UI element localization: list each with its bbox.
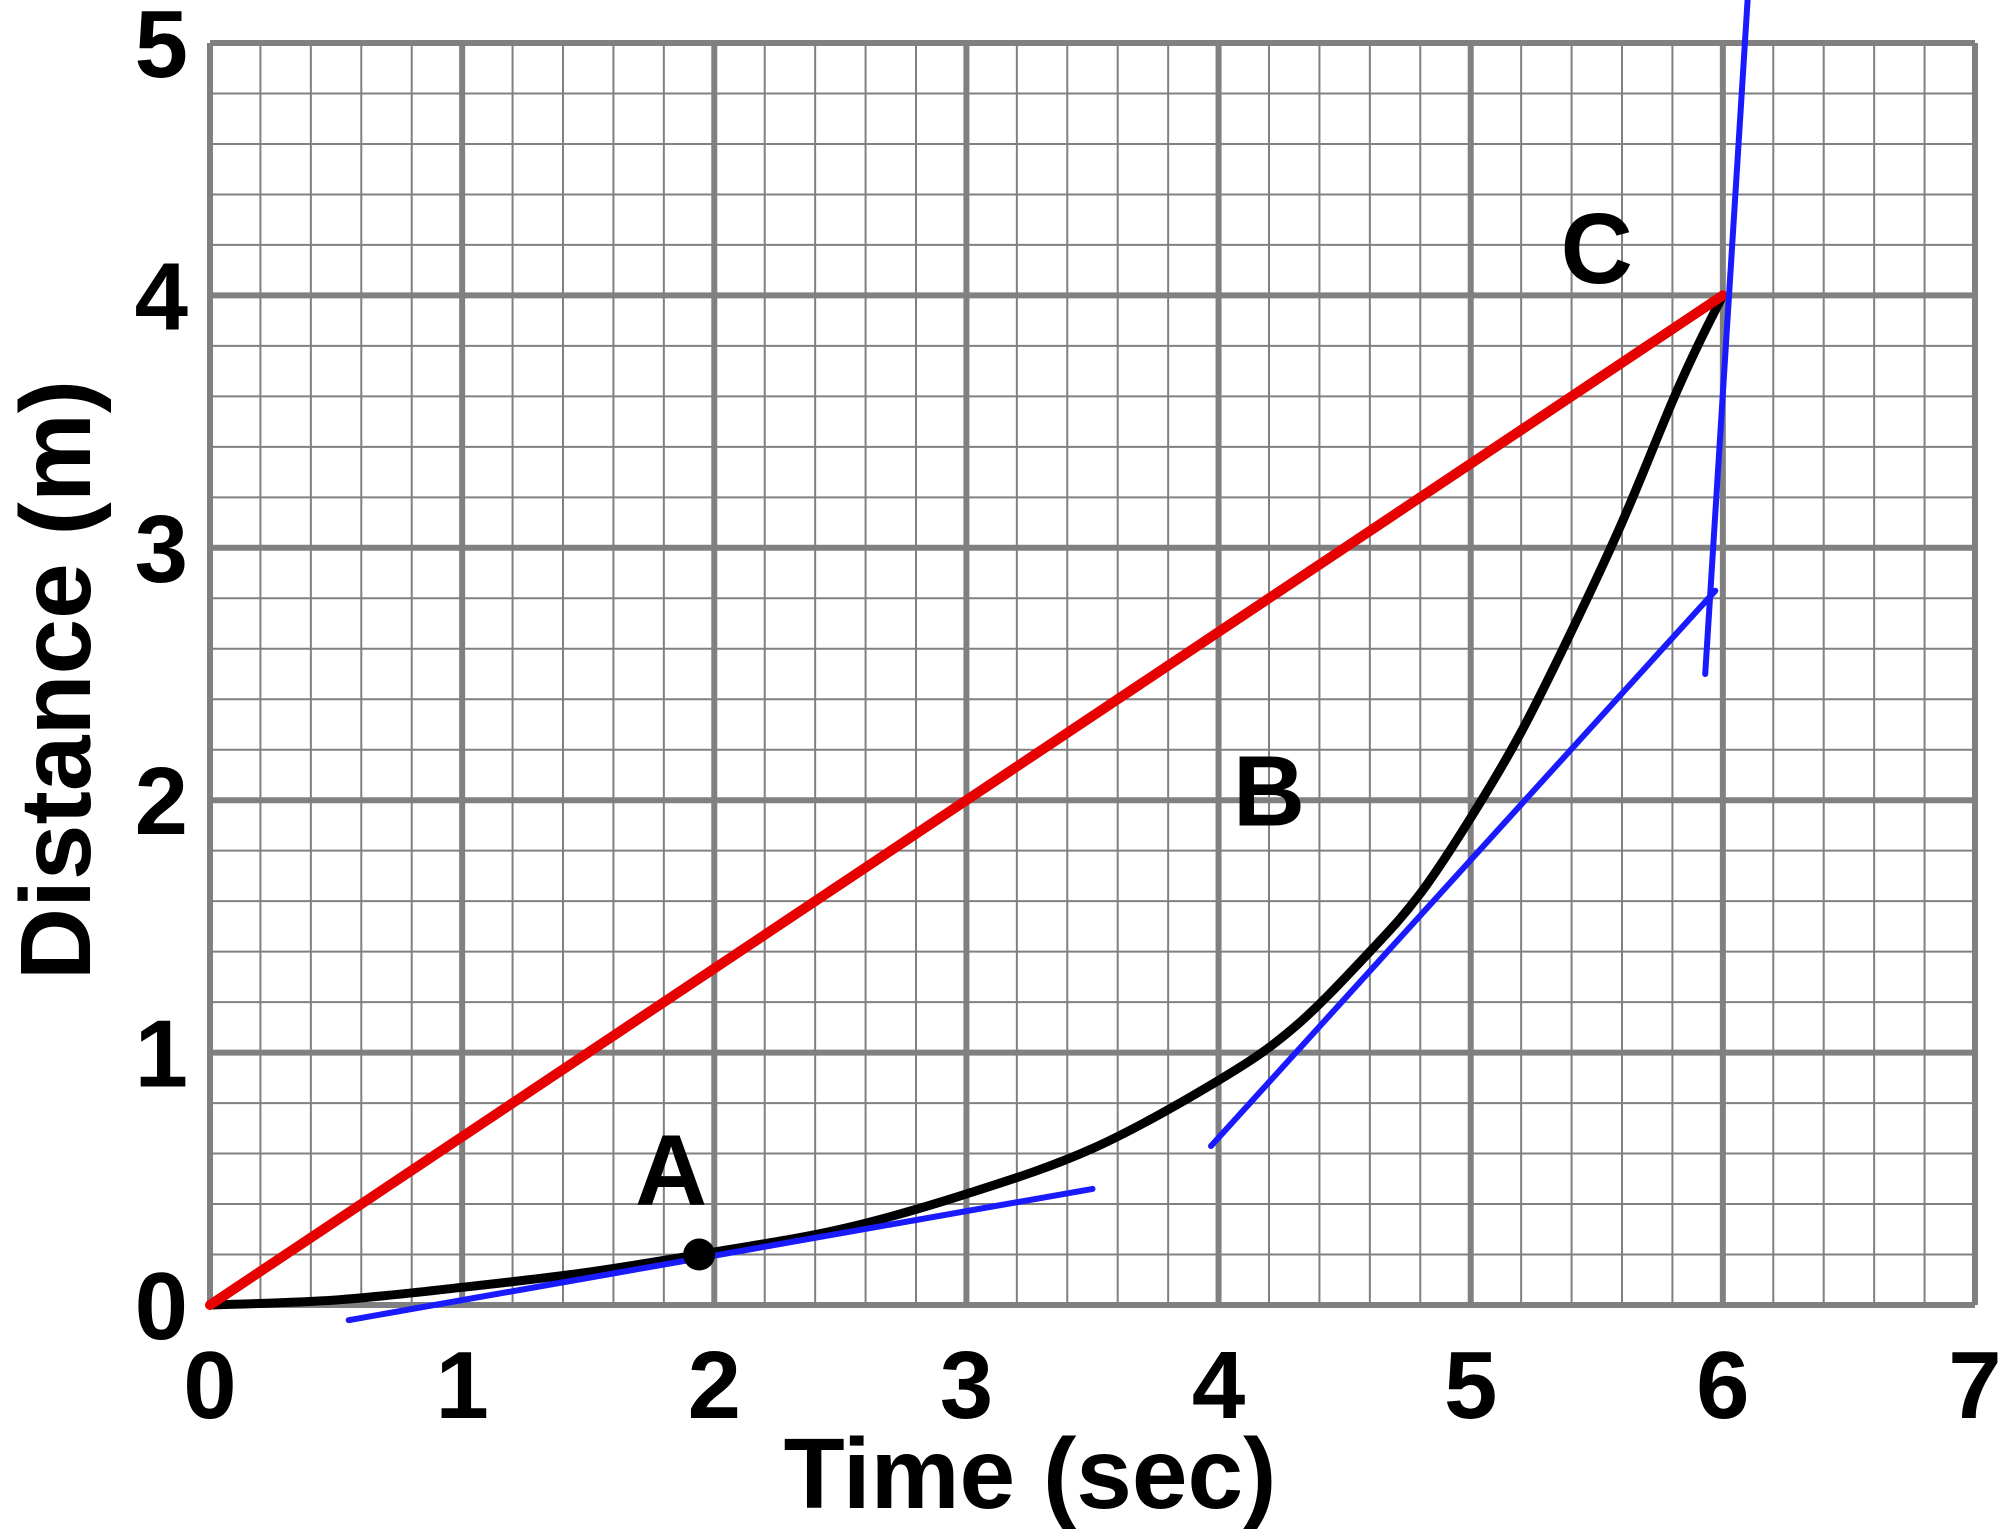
annotations: A B C <box>635 193 1633 1271</box>
y-tick-label: 1 <box>135 1001 188 1108</box>
tick-labels: 0 1 2 3 4 5 6 7 0 1 2 3 4 5 <box>135 0 2002 1439</box>
y-tick-label: 5 <box>135 0 188 98</box>
x-tick-label: 0 <box>183 1332 236 1439</box>
tangent-line-2 <box>345 1185 1096 1324</box>
point-a-label: A <box>635 1115 707 1227</box>
x-tick-label: 5 <box>1444 1332 1497 1439</box>
point-c-label: C <box>1561 193 1633 305</box>
secant-line <box>205 290 1728 1310</box>
y-axis-label: Distance (m) <box>0 380 112 980</box>
x-tick-label: 7 <box>1948 1332 2001 1439</box>
y-tick-label: 2 <box>135 748 188 855</box>
tangent-line-4 <box>1702 0 1751 677</box>
major-grid <box>207 40 1978 1308</box>
y-tick-label: 0 <box>135 1253 188 1360</box>
point-b-label: B <box>1233 735 1305 847</box>
y-tick-label: 4 <box>135 243 188 350</box>
y-tick-label: 3 <box>135 496 188 603</box>
x-tick-label: 3 <box>940 1332 993 1439</box>
point-a-marker <box>683 1238 716 1271</box>
minor-grid <box>209 42 1976 1306</box>
x-tick-label: 6 <box>1696 1332 1749 1439</box>
series-layer <box>205 0 1751 1324</box>
x-tick-label: 1 <box>435 1332 488 1439</box>
x-tick-label: 2 <box>688 1332 741 1439</box>
tangent-line-3 <box>1208 587 1719 1149</box>
x-axis-label: Time (sec) <box>784 1418 1277 1530</box>
x-tick-label: 4 <box>1192 1332 1245 1439</box>
distance-curve <box>205 290 1728 1310</box>
